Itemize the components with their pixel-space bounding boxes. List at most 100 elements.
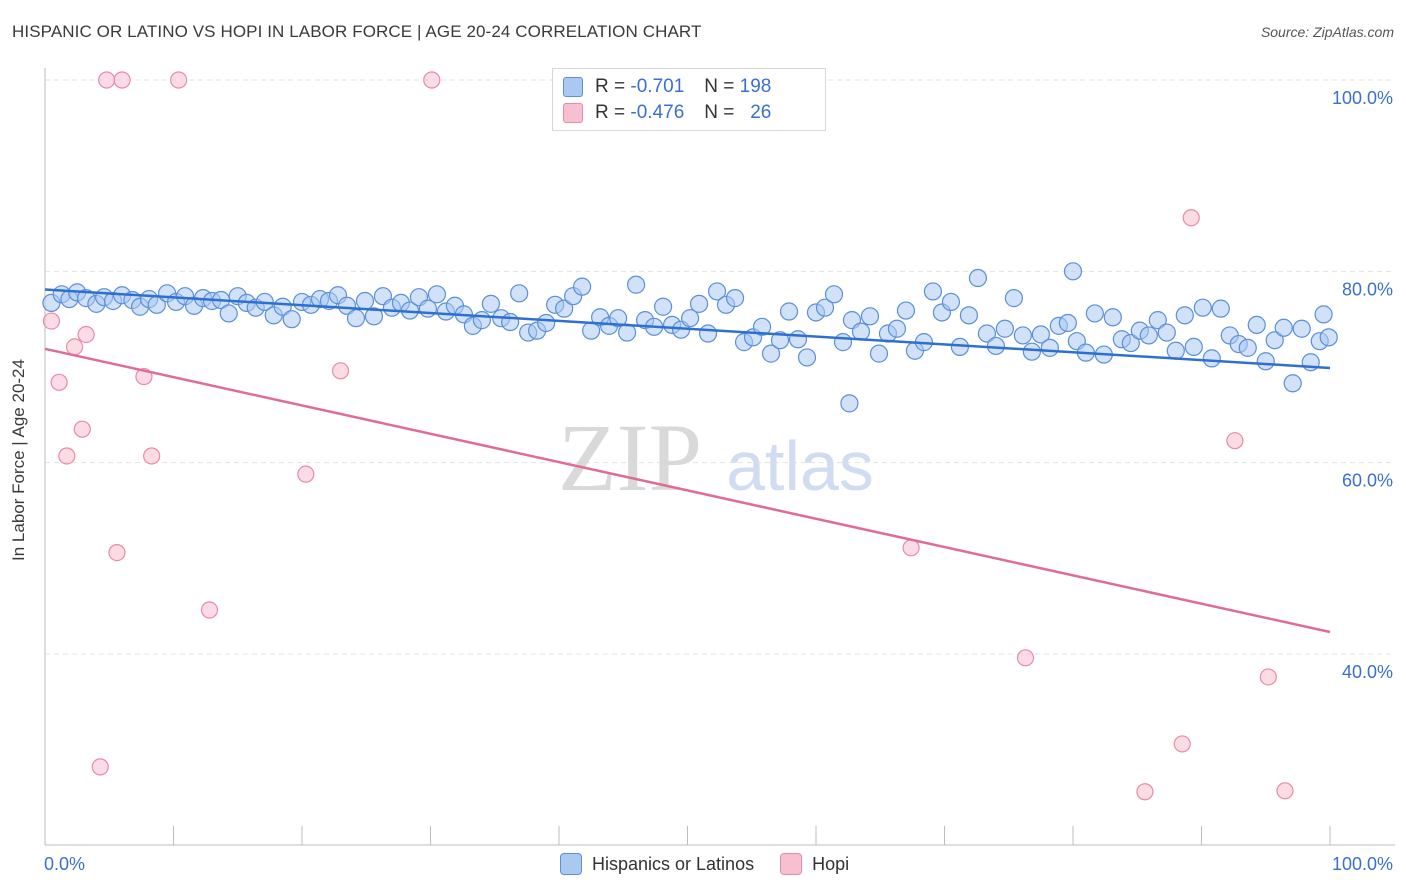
hispanic-point — [1274, 318, 1293, 337]
hispanic-point — [788, 330, 808, 349]
hispanic-point — [896, 301, 916, 320]
hispanic-point — [725, 289, 745, 308]
hispanic-point — [1157, 323, 1176, 342]
hispanic-point — [1022, 342, 1041, 361]
legend-label: Hopi — [812, 853, 850, 874]
hispanic-point — [1121, 333, 1140, 353]
hispanic-point — [968, 268, 988, 288]
hispanic-point — [1211, 299, 1230, 318]
hispanic-point — [1013, 326, 1032, 345]
hopi-point — [98, 71, 116, 89]
hopi-point — [1259, 668, 1277, 686]
hopi-point — [50, 373, 68, 391]
hispanic-point — [427, 285, 447, 304]
watermark: ZIP atlas — [558, 404, 874, 511]
hispanic-point — [555, 299, 574, 318]
hispanic-trend-line — [44, 288, 1331, 370]
hispanic-point — [1238, 338, 1257, 357]
hispanic-points — [42, 262, 1338, 413]
hopi-point — [1136, 783, 1154, 801]
hispanic-point — [761, 344, 781, 363]
hopi-point — [143, 447, 161, 465]
stats-legend: R = -0.701 N = 198 R = -0.476 N = 26 — [552, 68, 826, 131]
hopi-point — [200, 601, 219, 619]
hispanic-point — [869, 344, 889, 363]
hopi-point — [65, 338, 84, 356]
series-legend: Hispanics or Latinos Hopi — [560, 853, 875, 875]
trend-lines — [44, 288, 1331, 634]
y-tick-label: 40.0% — [1342, 662, 1393, 682]
hispanic-point — [833, 333, 853, 352]
legend-item-hopi[interactable]: Hopi — [780, 853, 849, 875]
n-value: 198 — [739, 76, 772, 97]
y-axis-label: In Labor Force | Age 20-24 — [9, 359, 28, 561]
hopi-point — [42, 312, 61, 330]
hopi-point — [331, 362, 350, 380]
x-tick-label: 0.0% — [44, 854, 85, 874]
hispanic-point — [995, 319, 1014, 338]
n-label: N = — [704, 102, 735, 123]
hispanic-point — [472, 311, 491, 330]
hispanic-point — [698, 324, 718, 343]
hopi-swatch — [780, 853, 803, 875]
hispanic-point — [1193, 298, 1212, 317]
r-label: R = — [595, 102, 626, 123]
watermark-atlas: atlas — [726, 427, 874, 505]
axes — [44, 68, 1395, 846]
hispanic-point — [481, 294, 500, 313]
hispanic-point — [1202, 349, 1221, 368]
stats-row-hispanic: R = -0.701 N = 198 — [563, 75, 771, 99]
hispanic-point — [1256, 352, 1275, 371]
hispanic-point — [1314, 305, 1333, 324]
hispanic-point — [797, 348, 817, 367]
hispanic-point — [887, 319, 907, 338]
hispanic-point — [851, 322, 871, 341]
hopi-point — [1276, 782, 1294, 800]
hispanic-point — [219, 304, 238, 323]
r-label: R = — [595, 76, 626, 97]
hispanic-point — [573, 277, 592, 296]
hispanic-point — [1148, 311, 1167, 330]
hispanic-point — [1175, 306, 1194, 325]
hopi-point — [1016, 649, 1035, 667]
hopi-trend-line — [44, 347, 1331, 634]
hopi-point — [1173, 735, 1191, 753]
r-value: -0.701 — [630, 76, 685, 97]
hispanic-point — [941, 292, 961, 312]
hispanic-point — [346, 309, 366, 328]
hopi-point — [1226, 432, 1244, 450]
chart-title: HISPANIC OR LATINO VS HOPI IN LABOR FORC… — [12, 22, 702, 41]
y-tick-label: 100.0% — [1332, 88, 1393, 108]
hispanic-point — [1040, 338, 1059, 357]
watermark-zip: ZIP — [558, 404, 702, 511]
hispanic-point — [680, 309, 700, 328]
hispanic-point — [626, 275, 646, 294]
hispanic-point — [537, 313, 556, 333]
hispanic-point — [977, 324, 997, 343]
hispanic-point — [355, 291, 375, 311]
hopi-point — [902, 539, 920, 557]
hispanic-point — [959, 306, 979, 325]
hispanic-point — [824, 285, 844, 304]
hispanic-point — [1004, 289, 1023, 308]
hispanic-point — [1265, 331, 1284, 350]
hopi-points — [42, 71, 1294, 801]
hispanic-swatch — [560, 853, 582, 875]
hopi-point — [58, 447, 76, 465]
hispanic-point — [653, 297, 673, 316]
hopi-point — [297, 465, 315, 483]
hispanic-point — [1058, 313, 1077, 333]
stats-row-hopi: R = -0.476 N = 26 — [563, 101, 771, 125]
hispanic-point — [1247, 315, 1266, 335]
hispanic-point — [1292, 319, 1311, 338]
y-tick-label: 60.0% — [1342, 471, 1393, 491]
source-label: Source: ZipAtlas.com — [1260, 24, 1394, 40]
hispanic-point — [779, 302, 799, 321]
legend-item-hispanic[interactable]: Hispanics or Latinos — [560, 853, 754, 875]
hispanic-point — [689, 294, 709, 313]
hispanic-point — [1031, 325, 1050, 344]
hopi-point — [113, 71, 131, 89]
hopi-point — [77, 325, 95, 344]
y-tick-label: 80.0% — [1342, 279, 1393, 299]
